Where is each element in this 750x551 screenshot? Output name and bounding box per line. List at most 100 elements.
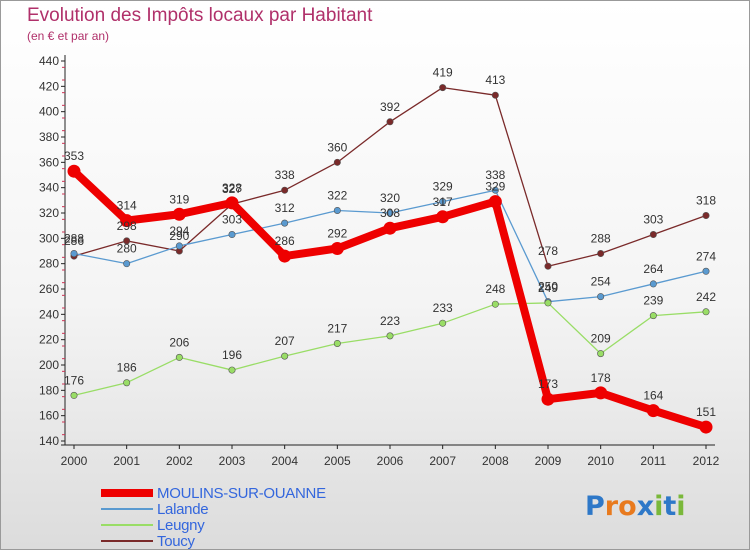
data-point-leugny — [597, 350, 605, 358]
y-tick-label: 300 — [39, 231, 59, 245]
x-tick-label: 2007 — [429, 454, 456, 468]
data-label-moulins-sur-ouanne: 353 — [64, 149, 84, 163]
data-label-toucy: 327 — [222, 182, 242, 196]
x-tick-label: 2008 — [482, 454, 509, 468]
x-tick-label: 2004 — [271, 454, 298, 468]
data-label-moulins-sur-ouanne: 329 — [485, 180, 505, 194]
data-label-toucy: 298 — [117, 219, 137, 233]
logo-letter: r — [604, 491, 619, 522]
data-label-moulins-sur-ouanne: 328 — [222, 181, 242, 195]
data-label-moulins-sur-ouanne: 286 — [275, 234, 295, 248]
data-point-leugny — [70, 391, 78, 399]
data-label-lalande: 294 — [169, 224, 189, 238]
x-tick-label: 2012 — [693, 454, 720, 468]
data-labels: 286 298 290 327 338 360 392 419 413 278 288 303 318 2… — [64, 66, 716, 419]
data-point-moulins-sur-ouanne — [67, 164, 81, 178]
data-point-moulins-sur-ouanne — [225, 196, 239, 210]
x-tick-label: 2000 — [61, 454, 88, 468]
data-point-toucy — [333, 158, 341, 166]
data-point-moulins-sur-ouanne — [278, 249, 292, 263]
legend-item: Lalande — [101, 500, 326, 518]
data-label-toucy: 338 — [275, 168, 295, 182]
data-label-toucy: 360 — [327, 140, 347, 154]
data-label-lalande: 338 — [485, 168, 505, 182]
data-point-toucy — [544, 262, 552, 270]
logo-letter: i — [676, 491, 686, 522]
data-label-leugny: 239 — [643, 294, 663, 308]
data-point-leugny — [544, 299, 552, 307]
data-point-toucy — [386, 118, 394, 126]
x-tick-label: 2003 — [219, 454, 246, 468]
data-label-moulins-sur-ouanne: 314 — [117, 199, 137, 213]
data-label-moulins-sur-ouanne: 151 — [696, 405, 716, 419]
legend: MOULINS-SUR-OUANNE Lalande Leugny Toucy — [101, 484, 326, 550]
data-label-lalande: 303 — [222, 213, 242, 227]
y-tick-label: 180 — [39, 383, 59, 397]
data-label-moulins-sur-ouanne: 317 — [433, 195, 453, 209]
data-point-toucy — [281, 186, 289, 194]
data-point-lalande — [597, 293, 605, 301]
y-tick-label: 220 — [39, 333, 59, 347]
logo-letter: x — [636, 491, 655, 522]
legend-swatch — [101, 508, 153, 510]
data-point-toucy — [123, 237, 131, 245]
data-label-leugny: 176 — [64, 373, 84, 387]
data-label-toucy: 286 — [64, 234, 84, 248]
data-label-leugny: 248 — [485, 282, 505, 296]
x-tick-label: 2001 — [113, 454, 140, 468]
data-point-leugny — [649, 312, 657, 320]
y-tick-label: 200 — [39, 358, 59, 372]
legend-swatch — [101, 489, 153, 497]
data-label-lalande: 254 — [591, 275, 611, 289]
data-point-lalande — [649, 280, 657, 288]
legend-item: Toucy — [101, 532, 326, 550]
data-label-lalande: 322 — [327, 188, 347, 202]
legend-label: Leugny — [157, 516, 205, 534]
x-tick-label: 2006 — [377, 454, 404, 468]
data-label-toucy: 413 — [485, 73, 505, 87]
data-point-lalande — [386, 209, 394, 217]
data-point-moulins-sur-ouanne — [172, 207, 186, 221]
data-point-moulins-sur-ouanne — [330, 241, 344, 255]
x-tick-label: 2010 — [587, 454, 614, 468]
data-point-lalande — [175, 242, 183, 250]
legend-label: Lalande — [157, 500, 209, 518]
data-point-moulins-sur-ouanne — [383, 221, 397, 235]
data-label-toucy: 303 — [643, 213, 663, 227]
logo-letter: o — [618, 491, 637, 522]
data-point-leugny — [439, 319, 447, 327]
data-point-moulins-sur-ouanne — [488, 195, 502, 209]
data-label-moulins-sur-ouanne: 164 — [643, 389, 663, 403]
x-tick-label: 2009 — [535, 454, 562, 468]
legend-label: MOULINS-SUR-OUANNE — [157, 484, 326, 502]
data-point-moulins-sur-ouanne — [541, 392, 555, 406]
y-tick-label: 160 — [39, 409, 59, 423]
chart-subtitle: (en € et par an) — [27, 29, 110, 43]
data-point-leugny — [123, 379, 131, 387]
data-point-leugny — [491, 300, 499, 308]
data-point-lalande — [702, 267, 710, 275]
data-point-lalande — [70, 250, 78, 258]
data-point-leugny — [386, 332, 394, 340]
data-point-lalande — [123, 260, 131, 268]
data-label-toucy: 318 — [696, 194, 716, 208]
data-label-leugny: 206 — [169, 335, 189, 349]
data-point-toucy — [702, 212, 710, 220]
data-point-leugny — [175, 353, 183, 361]
data-label-leugny: 196 — [222, 348, 242, 362]
y-tick-label: 420 — [39, 79, 59, 93]
x-tick-label: 2005 — [324, 454, 351, 468]
data-point-toucy — [491, 91, 499, 99]
data-label-lalande: 274 — [696, 249, 716, 263]
legend-swatch — [101, 540, 153, 542]
data-point-lalande — [491, 186, 499, 194]
data-point-leugny — [228, 366, 236, 374]
data-label-toucy: 278 — [538, 244, 558, 258]
data-label-moulins-sur-ouanne: 308 — [380, 206, 400, 220]
data-label-leugny: 209 — [591, 332, 611, 346]
legend-label: Toucy — [157, 532, 195, 550]
data-label-toucy: 419 — [433, 66, 453, 80]
data-label-lalande: 320 — [380, 191, 400, 205]
